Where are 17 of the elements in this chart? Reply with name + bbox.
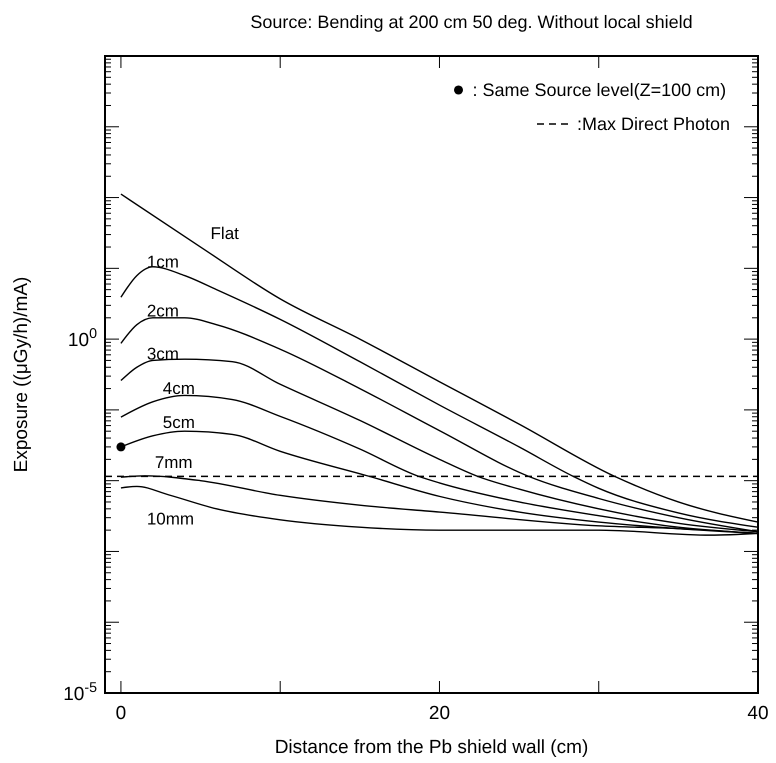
legend-label: : Same Source level(Z=100 cm) xyxy=(472,80,726,100)
series-label: 4cm xyxy=(162,378,195,398)
x-tick-label: 0 xyxy=(116,703,126,724)
y-tick-label: 10$^{0}$ xyxy=(68,326,98,352)
legend-label: 10mm xyxy=(146,509,194,528)
legend-label: :Max Direct Photon xyxy=(577,114,730,134)
chart-title: Source: Bending at 200 cm 50 deg. Without local shield xyxy=(250,12,693,32)
legend-label: 3cm xyxy=(146,344,179,364)
series-label: 5cm xyxy=(162,412,195,432)
series-label: 7mm xyxy=(154,452,193,472)
x-tick-label: 40 xyxy=(747,703,769,724)
x-tick-label: 20 xyxy=(428,703,450,724)
y-axis-title: Exposure ((μGy/h)/mA) xyxy=(11,276,32,472)
series-label: Flat xyxy=(210,224,240,244)
y-tick-label: 10$^{-5}$ xyxy=(63,680,98,705)
legend-label: 2cm xyxy=(146,302,179,321)
x-axis-title: Distance from the Pb shield wall (cm) xyxy=(274,737,588,758)
